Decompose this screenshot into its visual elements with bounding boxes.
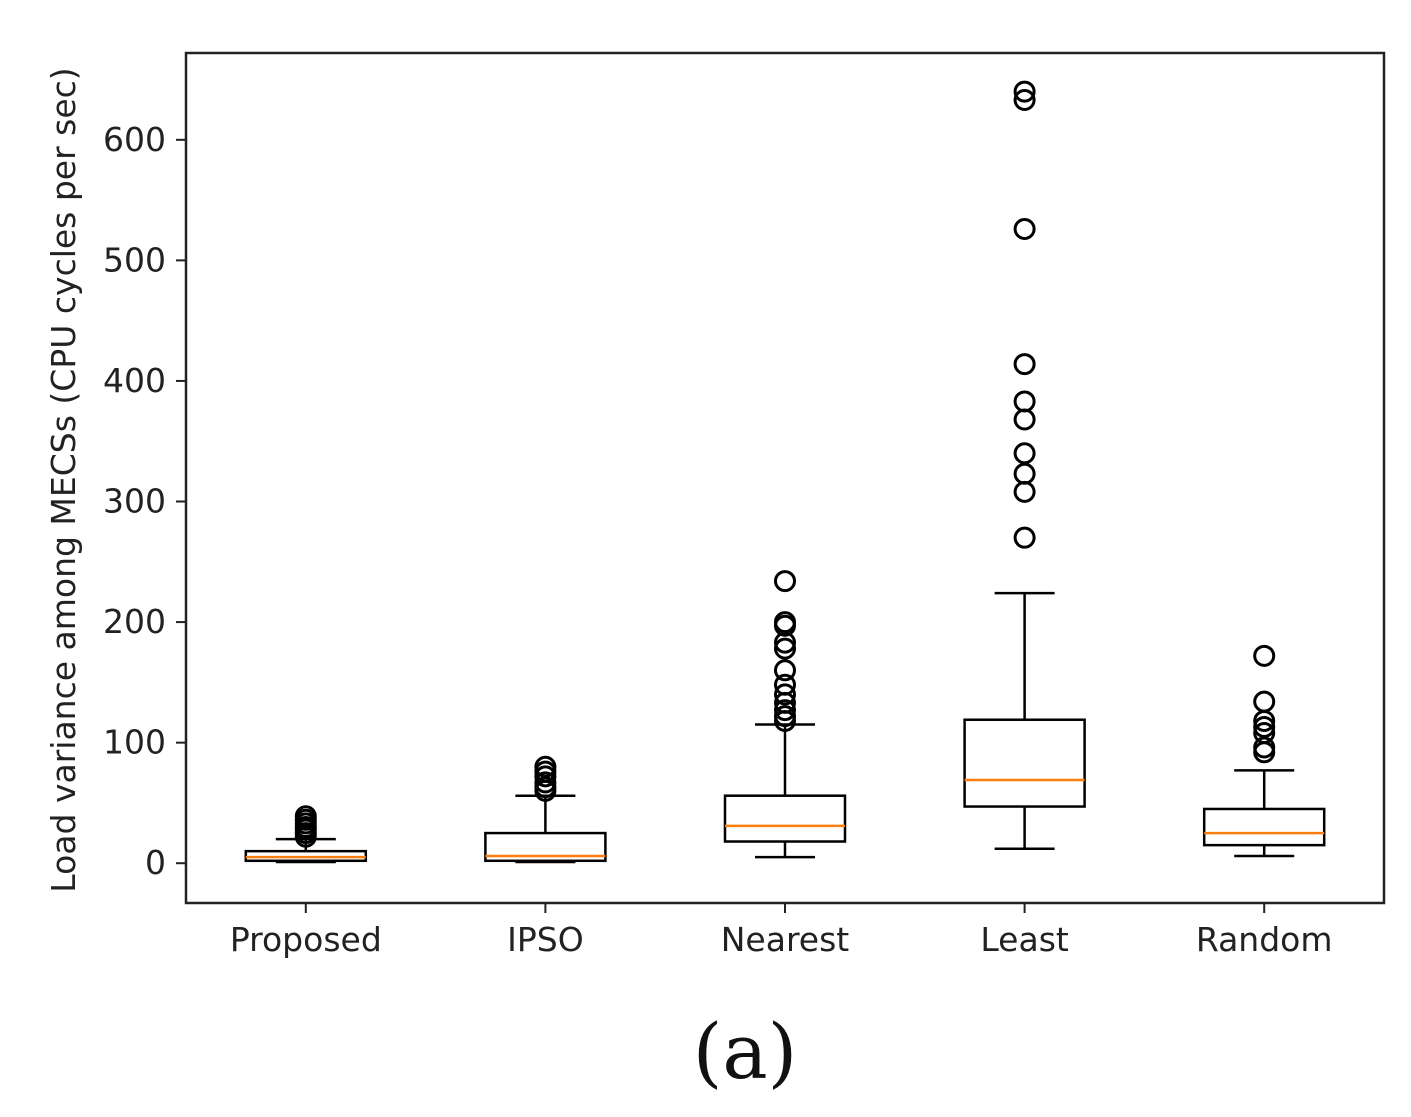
outlier-nearest-11 [774,570,796,593]
box-ipso [484,831,607,863]
y-tick-label-200: 200 [103,602,166,641]
outlier-nearest-2 [774,699,796,722]
outlier-nearest-5 [774,673,796,696]
outlier-nearest-1 [774,705,796,728]
outlier-least-2 [1013,462,1036,485]
outlier-ipso-5 [534,755,557,778]
x-tick-label-proposed: Proposed [230,920,382,959]
x-tick-label-nearest: Nearest [721,920,850,959]
outlier-least-5 [1013,390,1036,413]
y-tick-label-300: 300 [103,482,166,521]
x-tick-label-random: Random [1196,920,1333,959]
outlier-random-5 [1253,690,1276,713]
x-tick-label-least: Least [980,920,1069,959]
y-tick-label-100: 100 [103,723,166,762]
plot-marks [244,80,1326,864]
outlier-nearest-7 [774,637,796,660]
outlier-least-7 [1013,218,1036,241]
x-axis: Proposed IPSO Nearest Least Random [230,903,1333,959]
y-axis-label: Load variance among MECSs (CPU cycles pe… [44,67,83,892]
y-tick-label-400: 400 [103,361,166,400]
outlier-least-0 [1013,526,1036,549]
outlier-proposed-6 [294,805,317,828]
outlier-least-3 [1013,442,1036,465]
outlier-ipso-2 [534,771,557,794]
box-nearest [723,794,847,843]
outlier-nearest-10 [774,611,796,634]
box-group-random [1202,644,1326,858]
x-tick-label-ipso: IPSO [507,920,584,959]
outlier-random-6 [1253,644,1276,667]
outlier-nearest-4 [774,683,796,706]
box-group-least [963,80,1086,850]
outlier-least-4 [1013,408,1036,431]
box-random [1202,807,1326,847]
box-group-nearest [723,570,847,859]
outlier-least-9 [1013,80,1036,103]
outlier-least-6 [1013,353,1036,376]
outlier-nearest-6 [774,659,796,682]
y-tick-label-500: 500 [103,240,166,279]
y-tick-label-600: 600 [103,120,166,159]
outlier-least-1 [1013,480,1036,503]
outlier-random-2 [1253,722,1276,744]
outlier-random-3 [1253,715,1276,738]
outlier-least-8 [1013,89,1036,112]
box-least [963,718,1086,808]
y-axis: 0 100 200 300 400 500 600 [103,120,186,882]
box-group-proposed [244,805,368,864]
box-group-ipso [484,755,607,864]
figure-caption: (a) [693,1007,798,1096]
y-tick-label-0: 0 [145,843,166,882]
